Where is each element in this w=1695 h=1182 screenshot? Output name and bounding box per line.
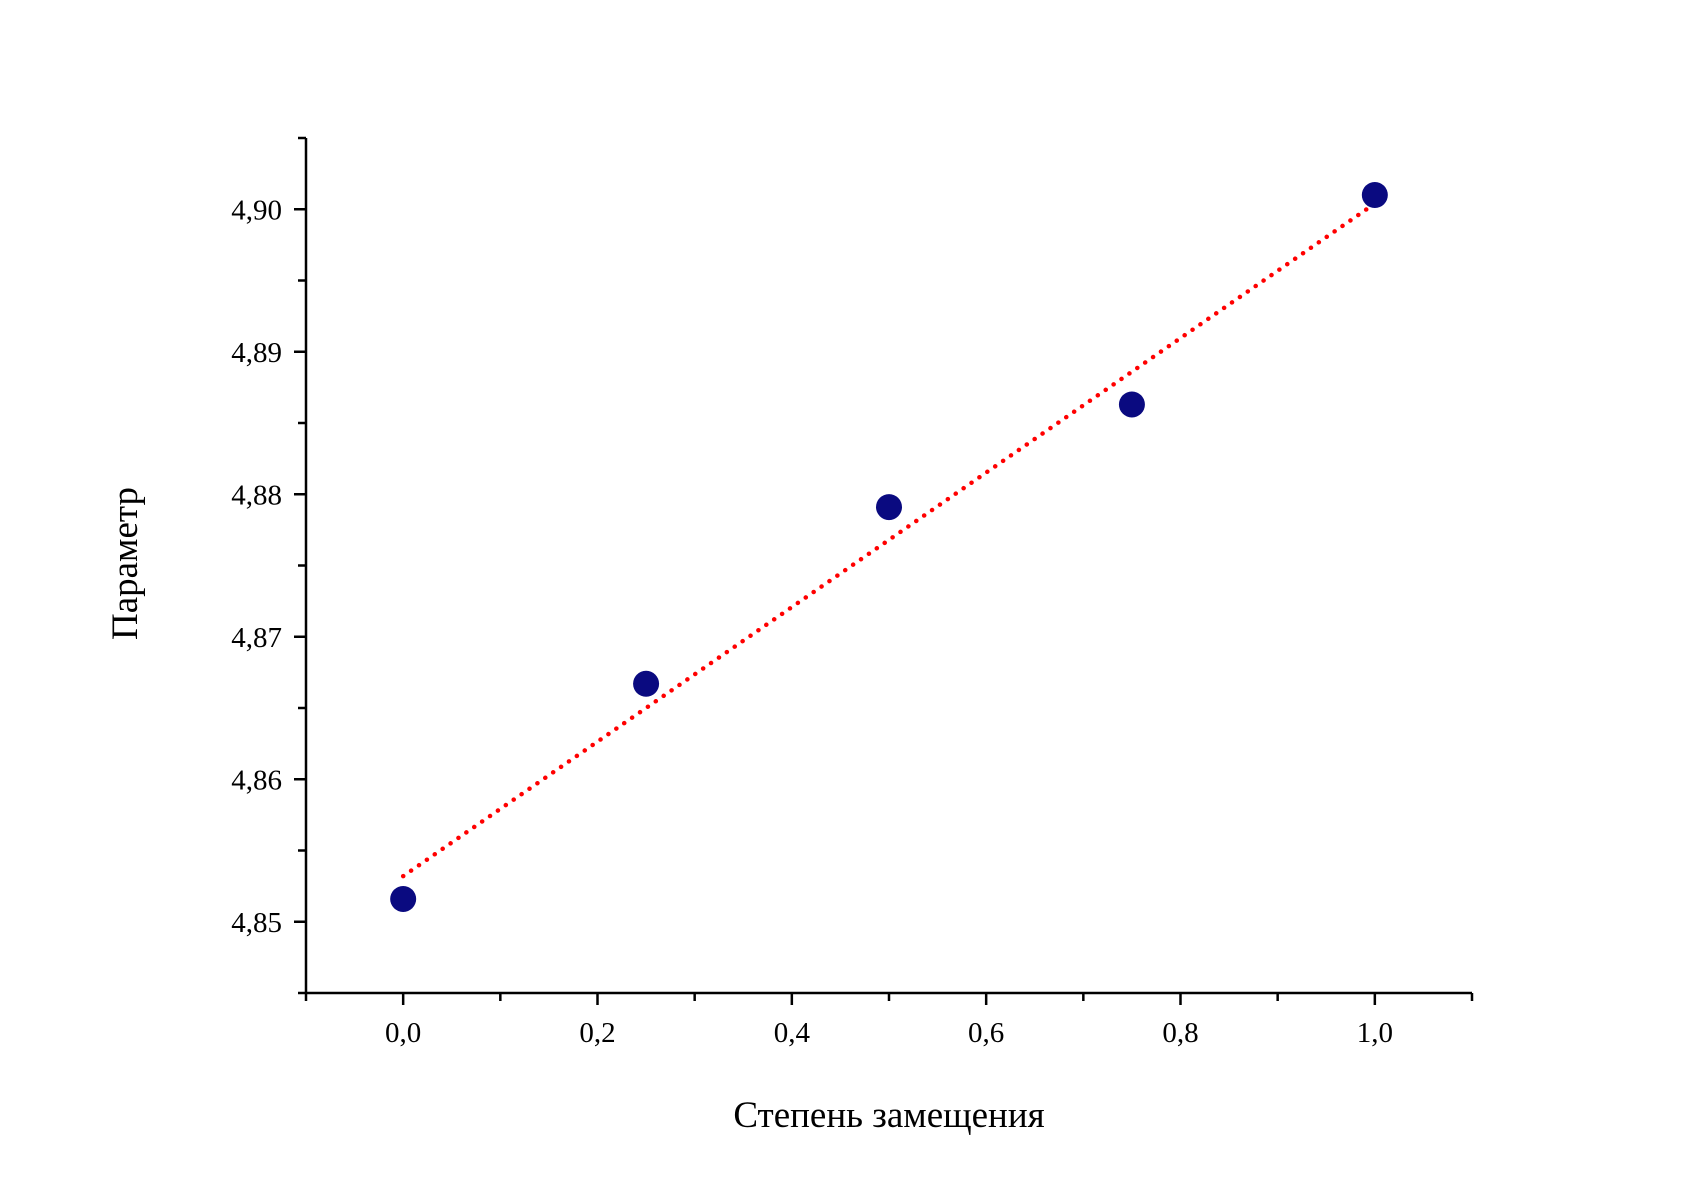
data-point	[1361, 182, 1388, 208]
y-tick-label: 4,88	[231, 479, 282, 511]
data-point	[876, 494, 902, 521]
fit-line	[400, 201, 1378, 879]
x-axis-title: Степень замещения	[733, 1095, 1044, 1136]
x-tick-label: 0,6	[968, 1017, 1004, 1049]
y-tick-label: 4,89	[231, 337, 282, 369]
y-tick-label: 4,85	[231, 907, 282, 939]
y-tick-label: 4,87	[231, 622, 282, 654]
y-tick-label: 4,86	[231, 764, 282, 796]
x-tick-label: 1,0	[1357, 1017, 1393, 1049]
y-axis-ticks: 4,85 4,86 4,87 4,88 4,89 4,90	[231, 136, 306, 995]
y-axis-title: Параметр	[105, 487, 146, 640]
data-point	[1118, 391, 1145, 418]
axes-layer	[304, 138, 1472, 995]
y-tick-label: 4,90	[231, 194, 282, 226]
x-tick-label: 0,4	[774, 1017, 811, 1049]
x-tick-label: 0,2	[579, 1017, 615, 1049]
fit-line-layer	[400, 201, 1378, 879]
data-point	[633, 670, 660, 697]
x-axis-ticks: 0,0 0,2 0,4 0,6 0,8 1,0	[304, 993, 1474, 1049]
data-points-layer	[390, 182, 1388, 912]
x-tick-label: 0,8	[1162, 1017, 1198, 1049]
x-tick-label: 0,0	[385, 1017, 421, 1049]
data-point	[390, 885, 417, 912]
